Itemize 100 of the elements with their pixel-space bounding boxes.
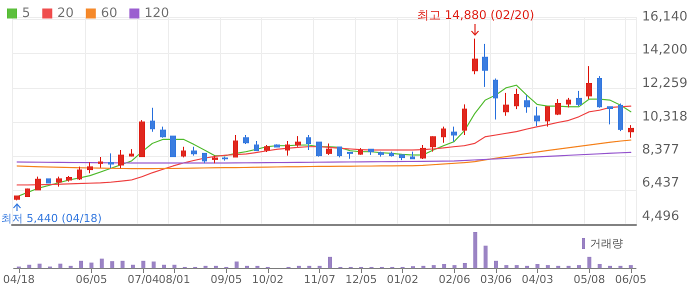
candlestick [243, 134, 249, 144]
bar [100, 258, 104, 268]
candlestick [77, 166, 82, 180]
candlestick [160, 126, 166, 138]
candlestick [378, 151, 384, 158]
y-tick-label: 4,496 [642, 209, 680, 224]
bar [452, 265, 456, 268]
candlestick [222, 156, 228, 162]
bar [130, 264, 135, 268]
bar [546, 265, 550, 268]
candlestick [14, 195, 20, 201]
candlestick [264, 144, 270, 153]
y-tick-label: 16,140 [642, 10, 688, 24]
bar [234, 262, 239, 268]
candlestick [389, 151, 394, 158]
candlestick [566, 97, 571, 108]
candlestick [399, 154, 405, 161]
bar [152, 262, 156, 268]
candlestick [358, 148, 363, 156]
candlestick [139, 120, 145, 158]
bar [141, 260, 146, 268]
legend-label: 60 [100, 6, 118, 21]
line-series [16, 106, 632, 186]
y-tick-label: 12,259 [642, 76, 688, 91]
bar [27, 264, 32, 268]
bar [504, 265, 508, 268]
legend-label: 120 [144, 6, 170, 21]
candlestick [212, 155, 218, 164]
candlestick [254, 140, 259, 152]
line-series [16, 139, 632, 170]
bar [442, 264, 446, 268]
candlestick [98, 156, 103, 168]
candlestick [347, 152, 353, 160]
candlestick [618, 103, 623, 132]
x-tick-label: 02/06 [438, 273, 470, 286]
candlestick [472, 38, 478, 75]
candlestick [285, 140, 290, 156]
candlestick [326, 142, 332, 156]
candlestick [316, 142, 322, 158]
line-series [16, 152, 632, 164]
candlestick [150, 107, 155, 132]
bar [576, 265, 581, 268]
candlestick [451, 126, 457, 142]
candlestick [493, 78, 498, 120]
bar [58, 264, 62, 268]
annotation: 최저 5,440 (04/18) [1, 212, 102, 226]
candlestick [514, 88, 519, 110]
candlestick [108, 152, 114, 169]
candlestick [524, 94, 530, 114]
candlestick [233, 134, 238, 158]
x-tick-label: 06/05 [76, 273, 108, 286]
candlestick [628, 124, 634, 138]
candlestick [25, 188, 30, 198]
candlestick [170, 136, 176, 158]
candlestick [66, 176, 72, 182]
x-tick-label: 07/04 [127, 273, 160, 286]
candlestick [306, 134, 311, 150]
candlestick [586, 66, 592, 100]
bar [328, 256, 332, 268]
x-tick-label: 08/01 [158, 273, 190, 286]
legend-label: 5 [22, 6, 30, 21]
bar [587, 256, 592, 268]
candlestick [191, 146, 197, 156]
x-tick-label: 12/05 [345, 273, 377, 286]
candlestick [46, 178, 51, 184]
candlestick [181, 146, 186, 158]
bar [598, 264, 602, 268]
bar [535, 264, 540, 268]
bar [432, 265, 436, 268]
y-tick-label: 8,377 [642, 142, 680, 158]
x-tick-label: 05/08 [573, 273, 606, 286]
bar [462, 262, 467, 268]
bar [172, 264, 176, 268]
x-tick-label: 11/07 [304, 273, 336, 286]
candlestick [274, 144, 280, 148]
x-tick-label: 04/03 [522, 273, 554, 286]
x-tick-label: 01/02 [386, 273, 418, 286]
y-tick-label: 14,200 [642, 42, 688, 58]
candlestick [430, 136, 436, 152]
candlestick [534, 106, 540, 127]
bar [628, 265, 633, 268]
candlestick [597, 76, 602, 108]
bar [120, 260, 125, 268]
x-tick-label: 10/02 [252, 273, 284, 286]
annotation: 최고 14,880 (02/20) [416, 8, 534, 22]
candlestick [607, 106, 613, 125]
candlestick [576, 90, 582, 107]
candlestick [337, 146, 342, 158]
candlestick [410, 151, 415, 160]
bar [38, 264, 42, 268]
candlestick [368, 148, 374, 156]
legend-label: 거래량 [590, 237, 623, 250]
x-tick-label: 04/18 [2, 273, 35, 286]
candlestick [545, 106, 550, 128]
bar [514, 265, 519, 268]
bar [89, 262, 94, 268]
bar [162, 264, 166, 268]
bar [484, 246, 488, 268]
x-tick-label: 06/05 [614, 273, 647, 286]
y-tick-label: 10,318 [642, 109, 688, 124]
